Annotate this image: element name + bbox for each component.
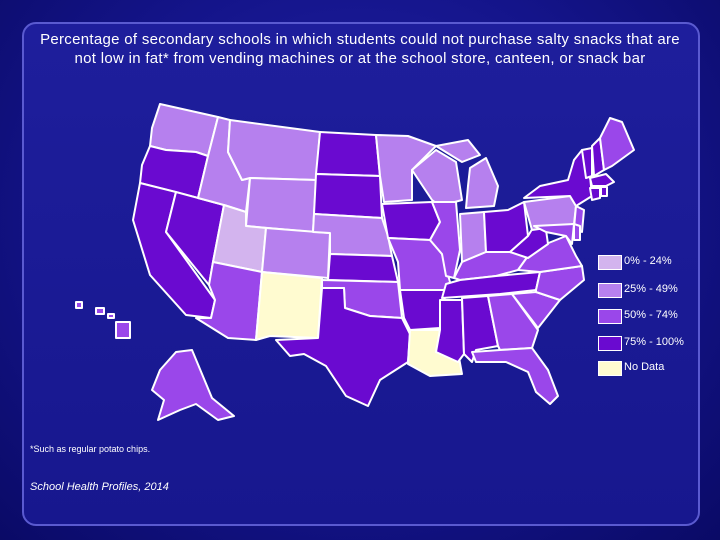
- map-title: Percentage of secondary schools in which…: [40, 31, 680, 67]
- state-MD: [533, 223, 575, 245]
- state-ME: [599, 117, 635, 171]
- legend-label: No Data: [624, 361, 665, 373]
- legend-label: 75% - 100%: [624, 336, 684, 348]
- state-MT: [227, 119, 321, 181]
- state-CT: [589, 187, 601, 201]
- legend-label: 25% - 49%: [624, 283, 678, 295]
- legend-swatch: [598, 336, 622, 351]
- state-VT: [581, 147, 593, 179]
- state-AK: [151, 349, 235, 421]
- state-ND: [315, 131, 381, 177]
- state-WI: [411, 149, 463, 207]
- legend-swatch: [598, 361, 622, 376]
- state-MI: [435, 139, 499, 209]
- source-citation: School Health Profiles, 2014: [30, 481, 169, 493]
- state-TX: [275, 287, 411, 407]
- state-NM: [255, 271, 323, 341]
- state-CO: [261, 227, 331, 279]
- state-IA: [381, 201, 441, 241]
- state-MN: [375, 134, 437, 203]
- state-MA: [589, 173, 615, 187]
- state-WY: [245, 177, 317, 233]
- state-KS: [327, 253, 399, 283]
- legend-swatch: [598, 255, 622, 270]
- state-FL: [471, 347, 559, 405]
- state-DE: [573, 223, 581, 241]
- legend-label: 0% - 24%: [624, 255, 672, 267]
- state-MS: [435, 299, 465, 363]
- footnote: *Such as regular potato chips.: [30, 444, 151, 454]
- state-SD: [313, 173, 383, 219]
- state-IL: [429, 201, 461, 279]
- state-RI: [600, 186, 608, 197]
- legend-swatch: [598, 283, 622, 298]
- legend-label: 50% - 74%: [624, 309, 678, 321]
- legend-swatch: [598, 309, 622, 324]
- state-HI: [75, 301, 131, 339]
